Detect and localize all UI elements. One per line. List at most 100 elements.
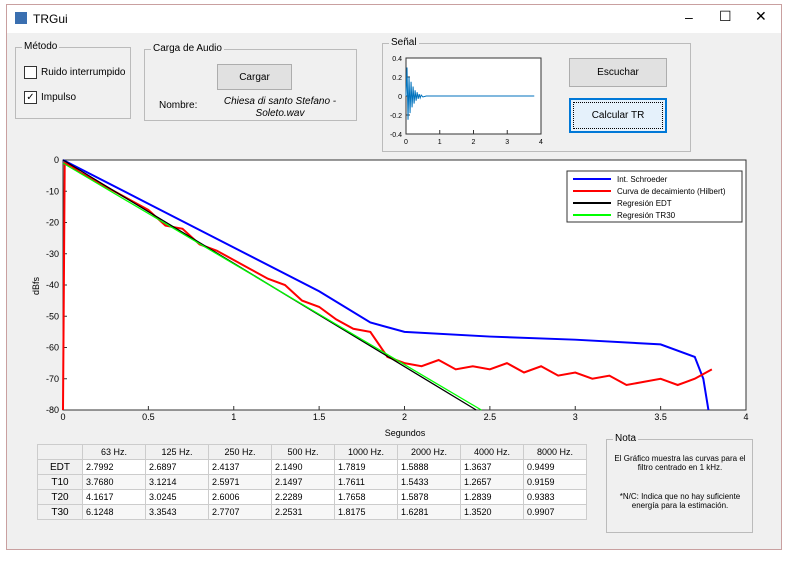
x-tick-label: 0 [404,139,408,146]
checkbox[interactable] [24,66,37,79]
y-tick-label: -30 [46,249,59,259]
table-cell: 1.5878 [397,489,461,505]
y-tick-label: -10 [46,186,59,196]
x-tick-label: 1 [231,412,236,422]
row-header: T20 [37,489,83,505]
app-icon [15,12,27,24]
corner-cell [37,444,83,460]
row-header: EDT [37,459,83,475]
y-tick-label: -0.4 [390,132,402,139]
escuchar-button[interactable]: Escuchar [569,58,667,87]
data-line [62,162,482,411]
window: TRGui – ☐ ✕ Método Ruido interrumpido ✓ Im… [6,4,782,550]
table-cell: 1.2657 [460,474,524,490]
column-header: 250 Hz. [208,444,272,460]
column-header: 63 Hz. [82,444,146,460]
row-header: T30 [37,504,83,520]
header-row: 63 Hz. 125 Hz. 250 Hz. 500 Hz. 1000 Hz. 2000 … [37,444,587,460]
y-tick-label: -0.2 [390,113,402,120]
data-line [405,67,535,120]
table-cell: 2.4137 [208,459,272,475]
table-cell: 2.7707 [208,504,272,520]
minimize[interactable]: – [685,9,693,25]
close[interactable]: ✕ [755,8,767,24]
y-tick-label: 0 [54,155,59,165]
x-tick-label: 3.5 [654,412,667,422]
table-cell: 2.6897 [145,459,209,475]
table-cell: 3.1214 [145,474,209,490]
data-line [62,159,710,411]
y-tick-label: 0.4 [392,56,402,63]
legend-label: Curva de decaimiento (Hilbert) [617,187,726,196]
option[interactable]: Ruido interrumpido [24,66,126,79]
table-cell: 2.1497 [271,474,335,490]
nota-text: *N/C: Indica que no hay suficiente energ… [619,492,741,510]
y-tick-label: -50 [46,311,59,321]
calcular-button[interactable]: Calcular TR [569,98,667,133]
table-row: T20 4.1617 3.0245 2.6006 2.2289 1.7658 1.5878 1… [37,489,587,505]
column-header: 8000 Hz. [523,444,587,460]
row-header: T10 [37,474,83,490]
x-tick-label: 1.5 [313,412,326,422]
table-cell: 2.2531 [271,504,335,520]
x-tick-label: 3 [573,412,578,422]
x-tick-label: 2 [472,139,476,146]
panel-title: Señal [389,37,419,48]
y-axis-label: dBfs [31,276,41,295]
x-tick-label: 4 [743,412,748,422]
maximize[interactable]: ☐ [719,8,732,24]
table-cell: 1.5888 [397,459,461,475]
table-cell: 0.9383 [523,489,587,505]
nota-text: El Gráfico muestra las curvas para el fi… [614,454,746,472]
window-title: TRGui [33,12,68,26]
x-axis-label: Segundos [385,428,426,438]
name-label: Nombre: [159,100,198,111]
audio-panel: Carga de Audio Cargar Nombre: Chiesa di … [144,43,357,121]
column-header: 500 Hz. [271,444,335,460]
panel-title: Nota [613,433,639,444]
y-tick-label: 0.2 [392,75,402,82]
table-cell: 1.6281 [397,504,461,520]
table-cell: 3.3543 [145,504,209,520]
x-tick-label: 1 [438,139,442,146]
table-cell: 1.3637 [460,459,524,475]
y-tick-label: 0 [398,94,402,101]
y-tick-label: -70 [46,374,59,384]
x-tick-label: 2.5 [484,412,497,422]
table-row: T10 3.7680 3.1214 2.5971 2.1497 1.7611 1.5433 1… [37,474,587,490]
table-cell: 1.7611 [334,474,398,490]
x-tick-label: 3 [505,139,509,146]
table-cell: 3.0245 [145,489,209,505]
option-label: Impulso [41,92,77,103]
file-name: Chiesa di santo Stefano - Soleto.wav [223,96,337,116]
y-tick-label: -80 [46,405,59,415]
legend-label: Regresión TR30 [617,211,676,220]
checkbox[interactable]: ✓ [24,91,37,104]
title-bar: TRGui – ☐ ✕ [7,5,781,33]
table-cell: 2.1490 [271,459,335,475]
x-tick-label: 0.5 [142,412,155,422]
table-cell: 2.5971 [208,474,272,490]
x-tick-label: 0 [60,412,65,422]
table-cell: 1.7658 [334,489,398,505]
cargar-button[interactable]: Cargar [217,64,292,90]
column-header: 2000 Hz. [397,444,461,460]
table-cell: 1.8175 [334,504,398,520]
table-cell: 3.7680 [82,474,146,490]
table-cell: 0.9499 [523,459,587,475]
column-header: 125 Hz. [145,444,209,460]
signal-panel: Señal [382,37,691,152]
table-cell: 1.5433 [397,474,461,490]
column-header: 4000 Hz. [460,444,524,460]
column-header: 1000 Hz. [334,444,398,460]
table-cell: 2.7992 [82,459,146,475]
panel-title: Carga de Audio [151,43,224,54]
table-cell: 4.1617 [82,489,146,505]
option[interactable]: ✓ Impulso [24,91,76,104]
y-tick-label: -40 [46,280,59,290]
data-line [62,161,713,411]
table-cell: 1.7819 [334,459,398,475]
table-row: T30 6.1248 3.3543 2.7707 2.2531 1.8175 1.6281 1… [37,504,587,520]
x-tick-label: 4 [539,139,543,146]
table-cell: 0.9907 [523,504,587,520]
